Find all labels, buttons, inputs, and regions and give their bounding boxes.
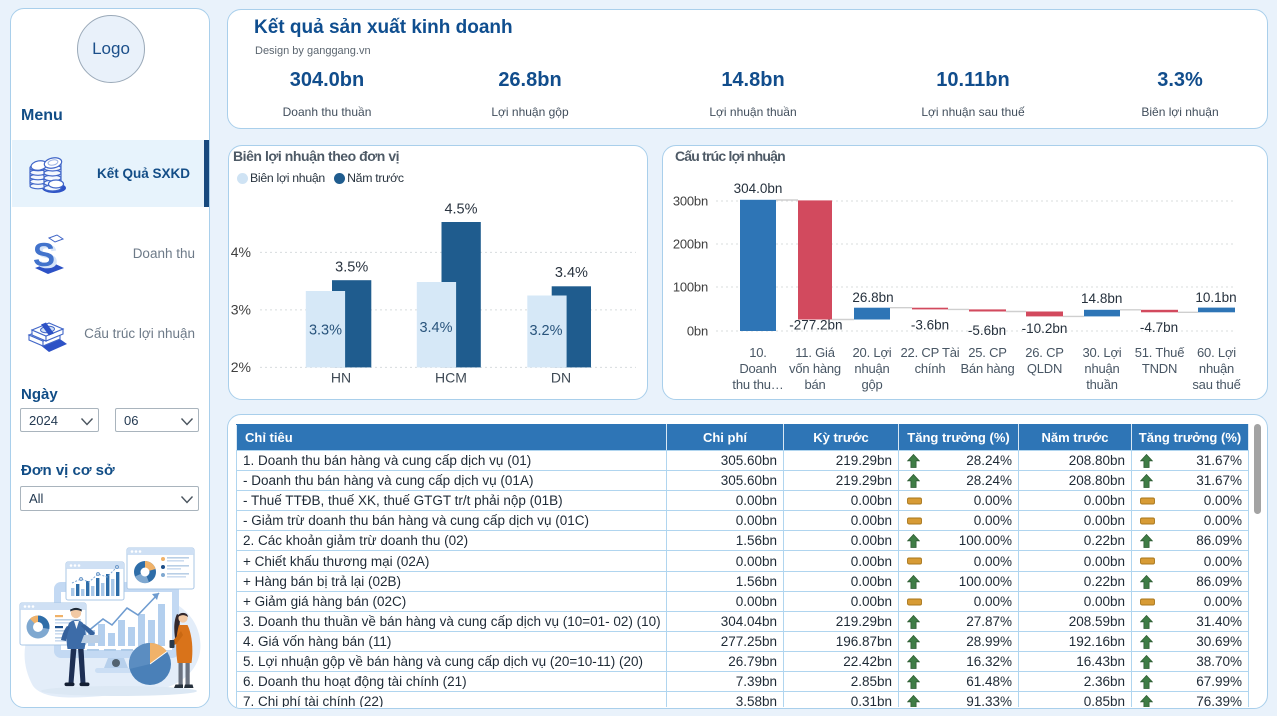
- svg-text:-4.7bn: -4.7bn: [1140, 320, 1178, 335]
- svg-text:4%: 4%: [231, 244, 251, 260]
- svg-text:thuần: thuần: [1086, 377, 1118, 392]
- svg-text:22. CP Tài: 22. CP Tài: [901, 345, 960, 360]
- svg-text:TNDN: TNDN: [1142, 361, 1177, 376]
- svg-text:nhuận: nhuận: [1199, 361, 1234, 376]
- svg-text:11. Giá: 11. Giá: [795, 345, 836, 360]
- svg-text:QLDN: QLDN: [1027, 361, 1062, 376]
- svg-text:51. Thuế: 51. Thuế: [1135, 345, 1185, 360]
- svg-text:2%: 2%: [231, 359, 251, 375]
- svg-text:26.8bn: 26.8bn: [852, 290, 893, 305]
- svg-text:nhuận: nhuận: [1084, 361, 1119, 376]
- svg-text:3.2%: 3.2%: [529, 323, 562, 339]
- svg-text:10.: 10.: [749, 345, 766, 360]
- svg-text:Bán hàng: Bán hàng: [960, 361, 1014, 376]
- svg-text:10.1bn: 10.1bn: [1195, 290, 1236, 305]
- svg-text:HN: HN: [331, 370, 351, 386]
- svg-text:30. Lợi: 30. Lợi: [1083, 345, 1122, 360]
- svg-text:chính: chính: [915, 361, 946, 376]
- svg-text:S: S: [33, 236, 55, 273]
- svg-text:DN: DN: [551, 370, 571, 386]
- svg-text:-277.2bn: -277.2bn: [789, 318, 842, 333]
- svg-text:3.3%: 3.3%: [309, 323, 342, 339]
- svg-text:thu thu…: thu thu…: [732, 377, 783, 392]
- svg-text:3.5%: 3.5%: [335, 260, 368, 276]
- svg-text:3.4%: 3.4%: [555, 265, 588, 281]
- svg-text:-10.2bn: -10.2bn: [1022, 321, 1068, 336]
- svg-text:S: S: [36, 238, 58, 275]
- svg-text:4.5%: 4.5%: [444, 202, 477, 218]
- svg-text:0bn: 0bn: [687, 324, 708, 339]
- svg-text:HCM: HCM: [435, 370, 467, 386]
- svg-text:vốn hàng: vốn hàng: [789, 361, 841, 376]
- svg-text:Doanh: Doanh: [739, 361, 776, 376]
- svg-text:20. Lợi: 20. Lợi: [853, 345, 892, 360]
- svg-text:bán: bán: [804, 377, 825, 392]
- svg-text:sau thuế: sau thuế: [1192, 377, 1241, 392]
- svg-text:-3.6bn: -3.6bn: [911, 318, 949, 333]
- svg-text:14.8bn: 14.8bn: [1081, 291, 1122, 306]
- svg-text:300bn: 300bn: [673, 194, 708, 209]
- svg-text:100bn: 100bn: [673, 280, 708, 295]
- svg-text:304.0bn: 304.0bn: [734, 181, 783, 196]
- svg-text:26. CP: 26. CP: [1025, 345, 1064, 360]
- svg-text:-5.6bn: -5.6bn: [968, 323, 1006, 338]
- svg-text:25. CP: 25. CP: [968, 345, 1007, 360]
- svg-text:3%: 3%: [231, 302, 251, 318]
- svg-text:3.4%: 3.4%: [419, 320, 452, 336]
- svg-text:gộp: gộp: [861, 377, 882, 392]
- svg-text:60. Lợi: 60. Lợi: [1197, 345, 1236, 360]
- svg-text:nhuận: nhuận: [854, 361, 889, 376]
- svg-text:200bn: 200bn: [673, 237, 708, 252]
